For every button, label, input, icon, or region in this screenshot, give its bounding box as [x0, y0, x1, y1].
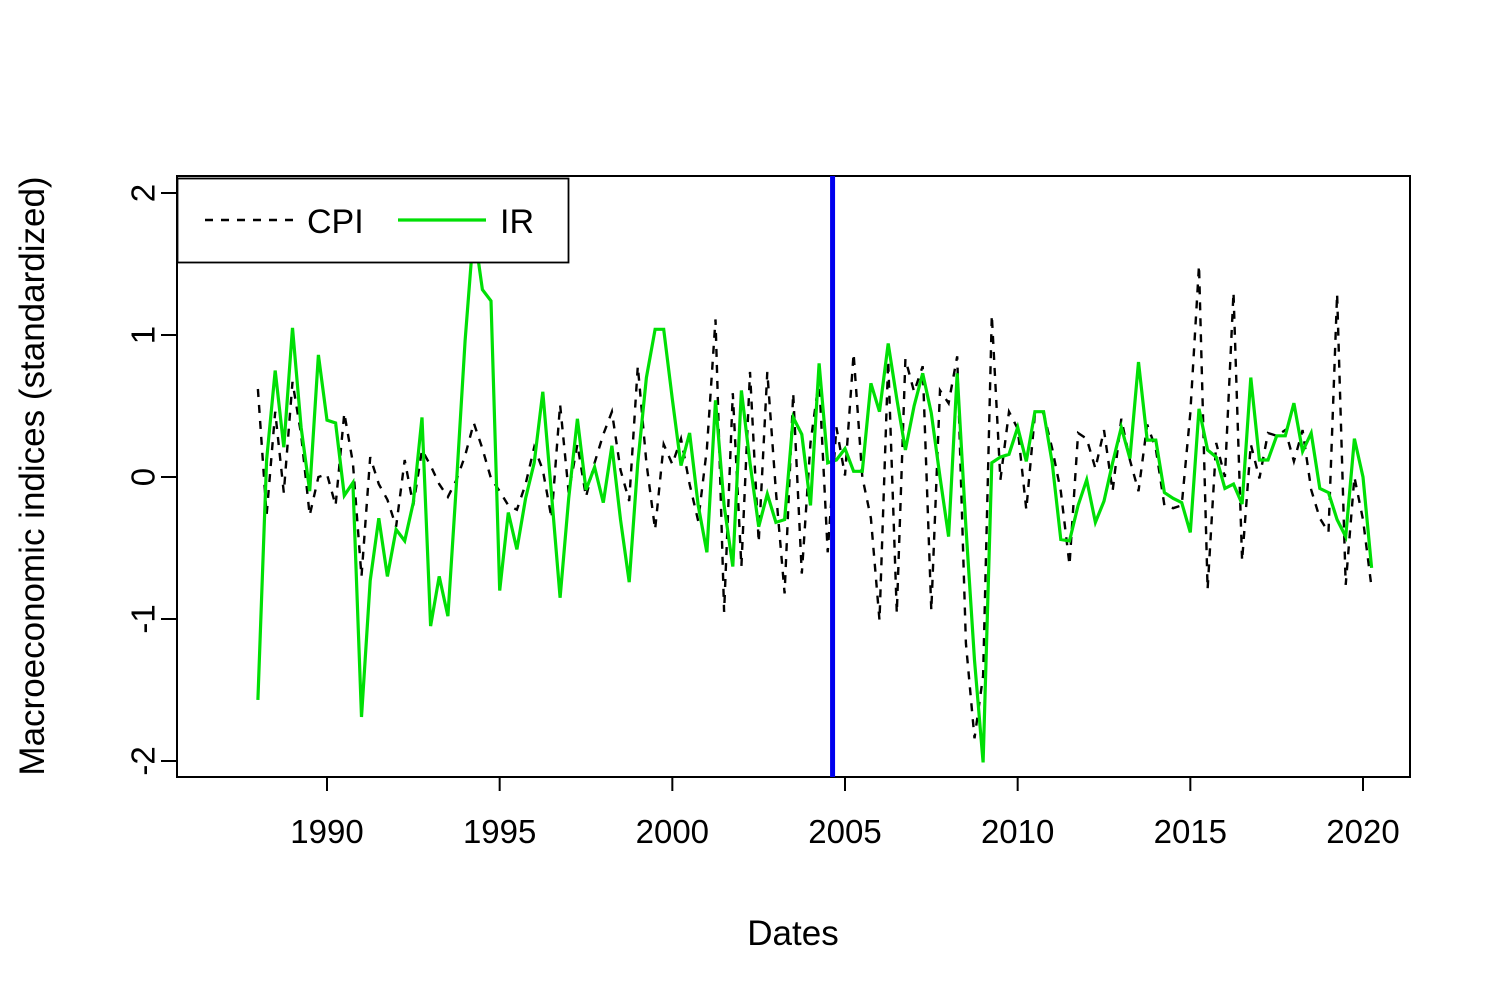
legend-label-cpi: CPI [307, 203, 364, 241]
y-tick-label: 1 [125, 326, 162, 344]
x-tick-label: 2010 [981, 813, 1054, 850]
x-tick-label: 1995 [463, 813, 536, 850]
x-tick-label: 2015 [1154, 813, 1227, 850]
y-axis-title: Macroeconomic indices (standardized) [13, 176, 52, 776]
legend-box [176, 177, 570, 264]
legend-label-ir: IR [500, 203, 534, 241]
y-tick-label: 0 [125, 468, 162, 486]
x-axis-title: Dates [747, 914, 839, 953]
x-tick-label: 2000 [636, 813, 709, 850]
x-tick-label: 2005 [808, 813, 881, 850]
y-tick-label: 2 [125, 184, 162, 202]
ir-line [256, 228, 1374, 763]
x-tick-label: 1990 [290, 813, 363, 850]
y-tick-label: -1 [125, 604, 162, 633]
x-tick-label: 2020 [1326, 813, 1399, 850]
plot-border [176, 175, 1411, 778]
y-tick-label: -2 [125, 746, 162, 775]
legend: CPI IR [176, 177, 570, 264]
